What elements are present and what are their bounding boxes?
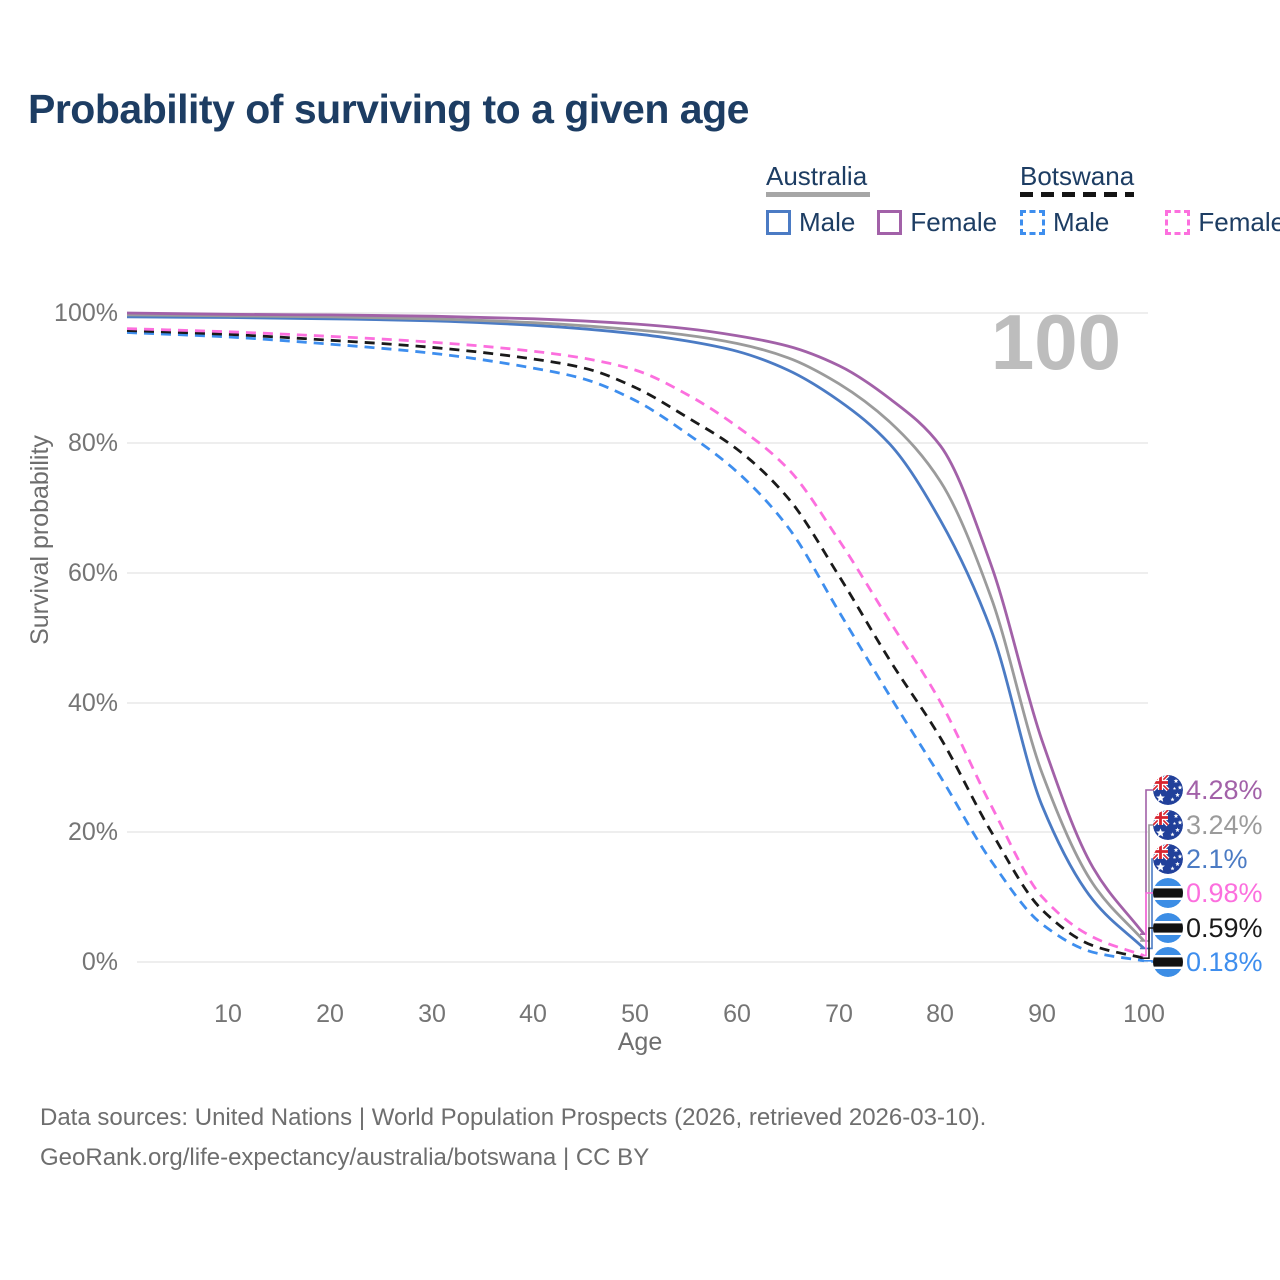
end-label-value: 0.98% (1186, 878, 1263, 908)
botswana-female-swatch-icon (1165, 210, 1191, 235)
x-tick: 100 (1123, 1000, 1165, 1028)
end-label-value: 4.28% (1186, 775, 1263, 805)
legend-item-botswana-female[interactable]: Female (1165, 207, 1280, 238)
end-label-value: 2.1% (1186, 844, 1248, 874)
legend-item-botswana-male[interactable]: Male (1020, 207, 1109, 238)
x-tick: 60 (723, 1000, 751, 1028)
australia-male-swatch-icon (766, 210, 791, 235)
legend-label: Male (1053, 207, 1110, 237)
legend-label: Male (799, 207, 856, 237)
australia-female-swatch-icon (877, 210, 903, 235)
botswana-flag-icon (1153, 913, 1183, 943)
end-label-value: 3.24% (1186, 810, 1263, 840)
page-title: Probability of surviving to a given age (28, 86, 749, 132)
australia-solid-line-swatch (766, 192, 870, 197)
legend-label: Female (910, 207, 998, 237)
x-tick: 90 (1028, 1000, 1056, 1028)
end-label-row: 3.24% (1153, 810, 1263, 840)
legend-label: Female (1198, 207, 1280, 237)
legend-group-australia: Australia Male Female (766, 163, 997, 238)
curve-botswana-male[interactable] (126, 331, 1145, 963)
x-tick: 40 (519, 1000, 547, 1028)
end-label-connectors (1140, 789, 1153, 963)
x-tick: 70 (825, 1000, 853, 1028)
end-label-row: 4.28% (1153, 775, 1263, 805)
end-label-connector (1140, 927, 1153, 959)
end-label-value: 0.59% (1186, 913, 1263, 943)
end-labels: 4.28% 3.24% 2.1% 0.98% 0.59% 0.18% (1153, 775, 1263, 977)
legend-item-australia-male[interactable]: Male (766, 207, 855, 238)
x-tick: 50 (621, 1000, 649, 1028)
end-label-row: 0.98% (1153, 878, 1263, 908)
y-axis-ticks: 100% 80% 60% 40% 20% 0% (54, 299, 118, 976)
end-label-connector (1140, 960, 1153, 963)
curve-botswana-female[interactable] (126, 327, 1145, 957)
data-sources-line: Data sources: United Nations | World Pop… (40, 1104, 987, 1131)
botswana-dashed-line-swatch (1020, 192, 1134, 197)
x-axis-title: Age (618, 1028, 662, 1056)
end-label-value: 0.18% (1186, 947, 1263, 977)
end-label-connector (1140, 824, 1153, 942)
curve-australia-male[interactable] (126, 315, 1145, 950)
attribution-line: GeoRank.org/life-expectancy/australia/bo… (40, 1144, 650, 1171)
y-tick: 60% (68, 559, 118, 587)
legend-country-botswana[interactable]: Botswana (1020, 161, 1135, 191)
y-axis-title: Survival probability (26, 435, 54, 645)
y-tick: 0% (82, 948, 118, 976)
australia-flag-icon (1153, 810, 1183, 840)
y-tick: 80% (68, 429, 118, 457)
footer: Data sources: United Nations | World Pop… (40, 1098, 986, 1178)
gridlines (127, 312, 1148, 963)
australia-flag-icon (1153, 775, 1183, 805)
botswana-male-swatch-icon (1020, 210, 1045, 235)
legend-country-australia[interactable]: Australia (766, 161, 868, 191)
botswana-flag-icon (1153, 947, 1183, 977)
curves (126, 311, 1146, 963)
curve-australia-all[interactable] (126, 313, 1146, 942)
botswana-flag-icon (1153, 878, 1183, 908)
legend-item-australia-female[interactable]: Female (877, 207, 997, 238)
end-label-row: 0.18% (1153, 947, 1263, 977)
y-tick: 40% (68, 689, 118, 717)
y-tick: 100% (54, 299, 118, 327)
end-label-row: 2.1% (1153, 844, 1248, 874)
age-counter-watermark: 100 (991, 298, 1121, 386)
australia-flag-icon (1153, 844, 1183, 874)
x-tick: 20 (316, 1000, 344, 1028)
x-tick: 30 (418, 1000, 446, 1028)
x-tick: 10 (214, 1000, 242, 1028)
curve-australia-female[interactable] (126, 311, 1146, 936)
curve-botswana-all[interactable] (126, 329, 1145, 960)
x-tick: 80 (926, 1000, 954, 1028)
x-axis-ticks: 10 20 30 40 50 60 70 80 90 100 (214, 1000, 1165, 1028)
y-tick: 20% (68, 818, 118, 846)
legend-group-botswana: Botswana Male Female (1020, 163, 1280, 238)
end-label-row: 0.59% (1153, 913, 1263, 943)
